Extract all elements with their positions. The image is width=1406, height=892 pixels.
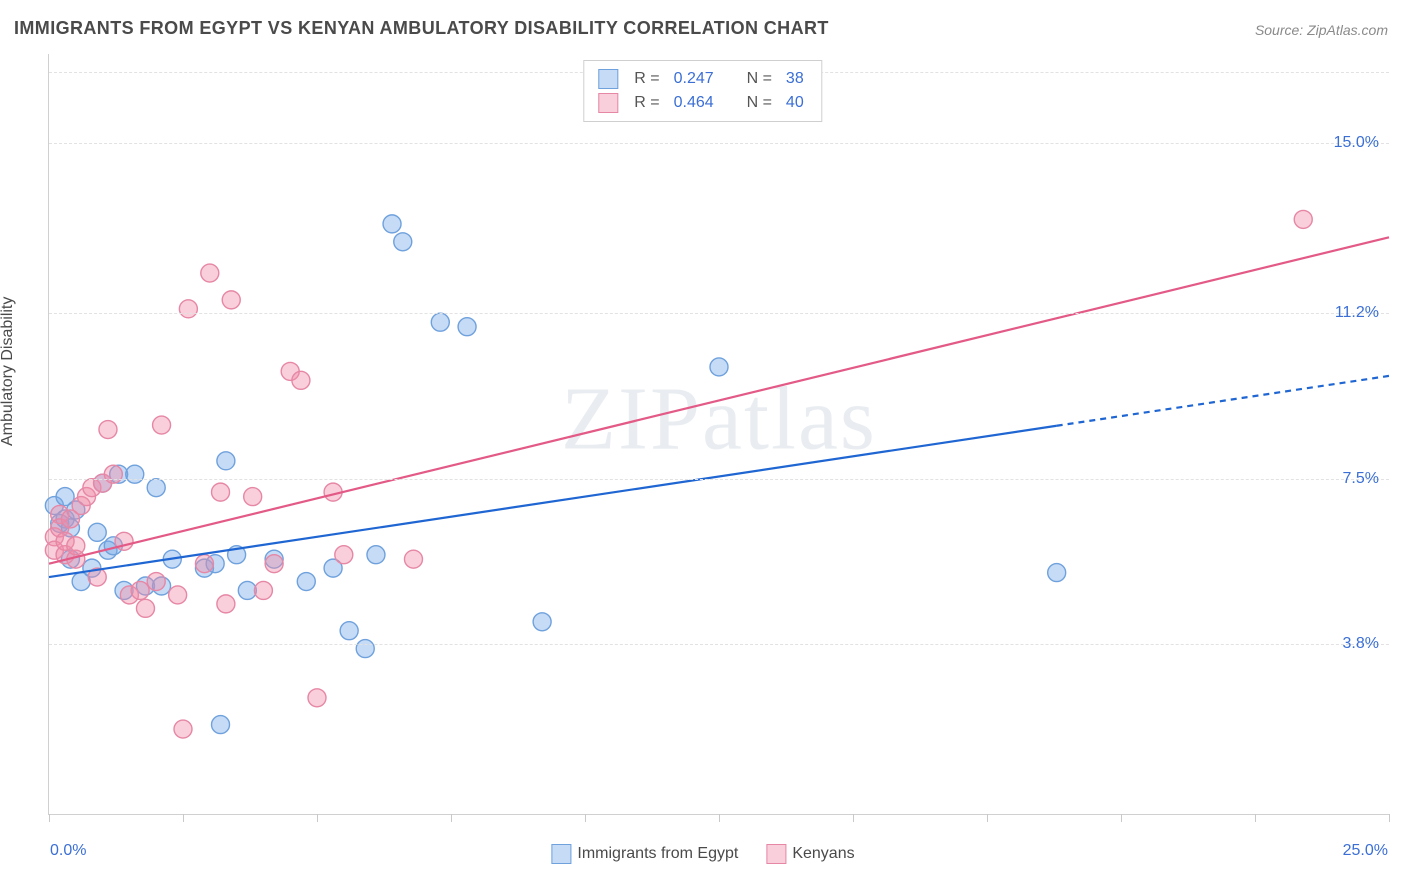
legend-r-label: R = xyxy=(634,91,659,115)
x-tick xyxy=(853,814,854,822)
scatter-point-egypt xyxy=(126,465,144,483)
legend-label-egypt: Immigrants from Egypt xyxy=(577,845,738,862)
legend-n-value-kenyans: 40 xyxy=(786,91,804,115)
scatter-point-egypt xyxy=(367,546,385,564)
x-axis-min-label: 0.0% xyxy=(50,842,86,860)
gridline xyxy=(49,479,1389,480)
scatter-point-egypt xyxy=(356,640,374,658)
gridline xyxy=(49,313,1389,314)
legend-stat-row-kenyans: R = 0.464 N = 40 xyxy=(598,91,807,115)
x-tick xyxy=(1121,814,1122,822)
scatter-point-egypt xyxy=(212,716,230,734)
scatter-point-egypt xyxy=(297,573,315,591)
chart-title: IMMIGRANTS FROM EGYPT VS KENYAN AMBULATO… xyxy=(14,18,829,39)
scatter-point-kenyans xyxy=(169,586,187,604)
scatter-point-kenyans xyxy=(99,421,117,439)
scatter-point-kenyans xyxy=(212,483,230,501)
scatter-point-kenyans xyxy=(131,581,149,599)
scatter-point-egypt xyxy=(383,215,401,233)
legend-n-label: N = xyxy=(747,91,772,115)
scatter-point-kenyans xyxy=(265,555,283,573)
scatter-point-kenyans xyxy=(217,595,235,613)
legend-r-value-kenyans: 0.464 xyxy=(674,91,714,115)
scatter-point-kenyans xyxy=(153,416,171,434)
x-tick xyxy=(451,814,452,822)
y-tick-label: 11.2% xyxy=(1335,304,1379,322)
y-axis-title: Ambulatory Disability xyxy=(0,297,17,446)
legend-r-label: R = xyxy=(634,67,659,91)
trend-line-egypt xyxy=(49,426,1057,577)
scatter-point-egypt xyxy=(458,318,476,336)
scatter-point-egypt xyxy=(710,358,728,376)
scatter-point-kenyans xyxy=(201,264,219,282)
scatter-point-kenyans xyxy=(1294,210,1312,228)
x-tick xyxy=(719,814,720,822)
legend-swatch-egypt xyxy=(551,844,571,864)
scatter-point-kenyans xyxy=(292,371,310,389)
series-legend: Immigrants from Egypt Kenyans xyxy=(551,844,854,864)
scatter-point-egypt xyxy=(340,622,358,640)
scatter-point-egypt xyxy=(217,452,235,470)
x-tick xyxy=(49,814,50,822)
legend-swatch-egypt xyxy=(598,69,618,89)
legend-label-kenyans: Kenyans xyxy=(792,845,854,862)
legend-item-kenyans: Kenyans xyxy=(766,844,854,864)
x-axis-max-label: 25.0% xyxy=(1343,842,1388,860)
legend-n-label: N = xyxy=(747,67,772,91)
scatter-point-egypt xyxy=(238,581,256,599)
scatter-point-kenyans xyxy=(174,720,192,738)
scatter-point-kenyans xyxy=(404,550,422,568)
scatter-point-kenyans xyxy=(308,689,326,707)
source-label: Source: ZipAtlas.com xyxy=(1255,22,1388,38)
gridline xyxy=(49,143,1389,144)
correlation-legend: R = 0.247 N = 38 R = 0.464 N = 40 xyxy=(583,60,822,122)
x-tick xyxy=(1389,814,1390,822)
scatter-point-kenyans xyxy=(147,573,165,591)
gridline xyxy=(49,644,1389,645)
plot-area: ZIPatlas 3.8%7.5%11.2%15.0% xyxy=(48,54,1389,815)
scatter-point-egypt xyxy=(88,523,106,541)
scatter-point-egypt xyxy=(147,479,165,497)
trend-line-kenyans xyxy=(49,237,1389,563)
y-tick-label: 15.0% xyxy=(1334,134,1379,152)
x-tick xyxy=(585,814,586,822)
legend-swatch-kenyans xyxy=(766,844,786,864)
x-tick xyxy=(317,814,318,822)
scatter-point-egypt xyxy=(1048,564,1066,582)
scatter-point-kenyans xyxy=(335,546,353,564)
y-tick-label: 7.5% xyxy=(1343,470,1379,488)
scatter-point-kenyans xyxy=(104,465,122,483)
y-tick-label: 3.8% xyxy=(1343,635,1379,653)
legend-swatch-kenyans xyxy=(598,93,618,113)
scatter-point-kenyans xyxy=(222,291,240,309)
scatter-point-kenyans xyxy=(244,488,262,506)
scatter-point-kenyans xyxy=(179,300,197,318)
x-tick xyxy=(183,814,184,822)
scatter-point-kenyans xyxy=(195,555,213,573)
scatter-svg xyxy=(49,54,1389,814)
scatter-point-egypt xyxy=(533,613,551,631)
scatter-point-kenyans xyxy=(254,581,272,599)
x-tick xyxy=(1255,814,1256,822)
scatter-point-egypt xyxy=(394,233,412,251)
legend-r-value-egypt: 0.247 xyxy=(674,67,714,91)
trend-line-egypt-dashed xyxy=(1057,376,1389,426)
legend-n-value-egypt: 38 xyxy=(786,67,804,91)
legend-item-egypt: Immigrants from Egypt xyxy=(551,844,738,864)
scatter-point-kenyans xyxy=(67,537,85,555)
legend-stat-row-egypt: R = 0.247 N = 38 xyxy=(598,67,807,91)
scatter-point-egypt xyxy=(431,313,449,331)
x-tick xyxy=(987,814,988,822)
scatter-point-kenyans xyxy=(136,599,154,617)
